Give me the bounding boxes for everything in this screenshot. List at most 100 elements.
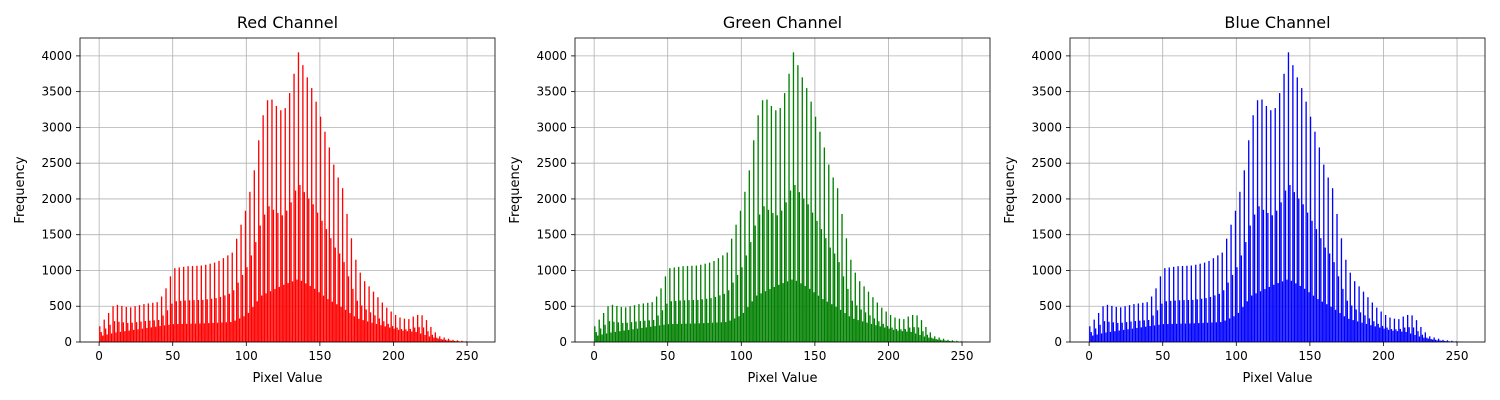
histogram-bar [1209, 296, 1212, 342]
histogram-bar [934, 336, 936, 342]
histogram-bar [147, 303, 150, 342]
histogram-bar [869, 315, 871, 342]
histogram-bar [132, 329, 135, 342]
histogram-bar [853, 318, 855, 342]
histogram-bar [1159, 276, 1162, 342]
histogram-bar [760, 293, 762, 342]
histogram-bar [1312, 295, 1315, 342]
histogram-bar [187, 266, 189, 342]
histogram-bar [861, 321, 864, 342]
histogram-bar [1140, 327, 1142, 342]
histogram-bar [854, 272, 856, 342]
histogram-bar [119, 331, 122, 342]
histogram-bar [1412, 327, 1415, 342]
histogram-bar [1225, 238, 1228, 342]
y-tick-label: 2500 [1031, 156, 1062, 170]
histogram-bar [1211, 322, 1213, 342]
histogram-bar [937, 339, 939, 342]
histogram-bar [1227, 282, 1229, 342]
histogram-bar [629, 306, 631, 342]
histogram-bar [127, 322, 129, 342]
histogram-bar [1217, 255, 1219, 342]
histogram-bar [425, 320, 428, 342]
histogram-bar [733, 318, 736, 342]
histogram-bar [1165, 301, 1167, 342]
histogram-bar [886, 325, 889, 342]
x-tick-label: 200 [1372, 349, 1395, 363]
histogram-bar [682, 266, 684, 342]
histogram-bar [140, 321, 142, 342]
histogram-bar [1274, 108, 1276, 343]
histogram-bar [228, 293, 230, 342]
histogram-bar [703, 323, 705, 342]
blue-histogram-bars [1089, 52, 1466, 343]
histogram-bar [296, 279, 298, 342]
histogram-bar [1198, 323, 1200, 342]
histogram-bar [1390, 329, 1393, 342]
histogram-bar [209, 263, 211, 342]
histogram-bar [155, 326, 157, 342]
histogram-bar [782, 283, 784, 342]
histogram-bar [786, 281, 789, 342]
histogram-bar [230, 322, 232, 342]
histogram-bar [1224, 320, 1226, 342]
histogram-bar [1343, 316, 1346, 342]
histogram-bar [1164, 268, 1166, 342]
histogram-bar [803, 198, 805, 342]
histogram-bar [1112, 322, 1114, 342]
histogram-bar [873, 318, 876, 342]
histogram-bar [750, 242, 752, 342]
histogram-bar [901, 331, 904, 342]
histogram-bar [842, 276, 845, 342]
histogram-bar [1181, 265, 1184, 342]
histogram-bar [817, 295, 820, 342]
x-tick-label: 250 [951, 349, 974, 363]
histogram-bar [271, 99, 273, 343]
histogram-bar [1097, 312, 1100, 342]
histogram-bar [306, 77, 308, 342]
histogram-bar [745, 255, 748, 342]
histogram-bar [166, 310, 169, 342]
histogram-bar [442, 339, 444, 342]
histogram-bar [1252, 115, 1254, 342]
histogram-bar [775, 110, 777, 342]
histogram-bar [860, 309, 862, 342]
histogram-bar [785, 202, 787, 342]
histogram-bar [109, 324, 111, 342]
histogram-bar [215, 298, 217, 342]
histogram-bar [100, 332, 102, 342]
histogram-bar [1099, 324, 1101, 342]
histogram-bar [240, 224, 242, 342]
histogram-bar [146, 327, 148, 342]
histogram-bar [297, 52, 300, 343]
histogram-bar [446, 340, 448, 342]
histogram-bar [680, 323, 683, 342]
histogram-bar [231, 252, 233, 342]
histogram-bar [1436, 340, 1438, 342]
histogram-bar [1433, 337, 1435, 342]
histogram-bar [1437, 338, 1440, 342]
histogram-bar [594, 326, 596, 342]
histogram-bar [284, 108, 286, 343]
histogram-bar [252, 307, 254, 342]
histogram-bar [1299, 285, 1301, 342]
histogram-bar [299, 185, 301, 342]
histogram-bar [956, 340, 958, 342]
histogram-bar [212, 322, 214, 342]
histogram-bar [337, 177, 339, 342]
histogram-bar [1429, 336, 1431, 342]
histogram-bar [364, 281, 366, 342]
histogram-bar [1417, 331, 1419, 342]
histogram-bar [627, 329, 630, 342]
histogram-bar [1329, 253, 1331, 342]
histogram-bar [175, 301, 177, 342]
histogram-bar [235, 238, 238, 342]
histogram-bar [1120, 307, 1122, 342]
histogram-bar [767, 209, 770, 342]
histogram-bar [1137, 303, 1140, 342]
histogram-bar [835, 306, 837, 342]
histogram-bar [1117, 322, 1119, 342]
histogram-bar [716, 322, 718, 342]
histogram-bar [932, 338, 934, 342]
histogram-bar [309, 285, 311, 342]
